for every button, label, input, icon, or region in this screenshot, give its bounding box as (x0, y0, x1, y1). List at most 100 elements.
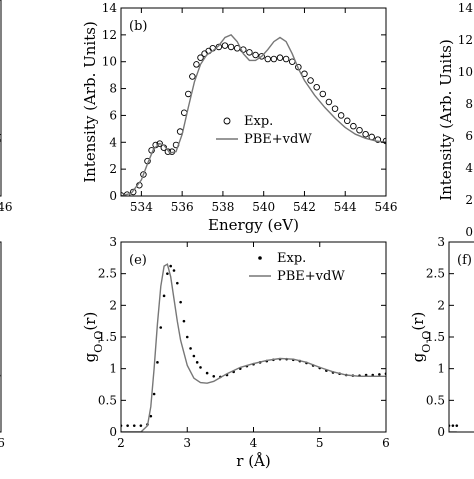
legend: Exp. PBE+vdW (216, 114, 312, 147)
panel-3: 53402468101214(c)Intensity (Arb. Units) (437, 1, 474, 239)
data-point (221, 42, 229, 49)
y-axis-label: gO-O(r) (81, 312, 105, 363)
data-point (270, 55, 278, 63)
series-line-2 (121, 34, 386, 196)
y-tick-label: 4 (109, 135, 117, 149)
data-point (215, 43, 223, 51)
data-point (356, 126, 363, 134)
y-axis-label: Intensity (Arb. Units) (437, 39, 455, 201)
data-point (156, 140, 163, 147)
data-point (166, 272, 169, 275)
data-point (185, 335, 189, 339)
data-point (132, 424, 136, 427)
y-tick-label: 6 (109, 108, 117, 122)
panel-6: 0 0.5 1 1.5 2 2.5 3 (f) gO-O(r) (409, 235, 474, 439)
x-axis-label: Energy (eV) (208, 216, 299, 234)
x-tick-label: 5 (316, 436, 324, 450)
legend-label: PBE+vdW (244, 132, 312, 147)
x-tick-label: 3 (183, 436, 191, 450)
panel-4: 6 (0, 241, 5, 450)
data-point (325, 98, 333, 106)
y-tick-label: 1.5 (426, 330, 445, 344)
data-point (282, 55, 290, 63)
y-tick-label: 10 (458, 65, 473, 79)
x-tick-label: 544 (334, 200, 357, 214)
x-tick-label: 6 (382, 436, 390, 450)
y-tick-label: 1 (109, 362, 117, 376)
data-point (149, 414, 153, 418)
legend: Exp. PBE+vdW (249, 251, 345, 284)
y-tick-label: 2 (109, 298, 117, 312)
data-point (362, 130, 369, 138)
panel-label: (f) (457, 253, 472, 268)
legend-label: Exp. (244, 114, 273, 129)
data-point (319, 90, 327, 98)
data-point (179, 300, 182, 304)
x-tick-label: 536 (171, 200, 194, 214)
data-point (139, 424, 143, 427)
y-tick-label: 10 (102, 55, 117, 69)
data-point (264, 55, 272, 63)
data-point (276, 54, 284, 61)
legend-label: Exp. (277, 251, 306, 266)
series-points-1 (121, 264, 386, 427)
y-tick-label: 0.5 (426, 393, 445, 407)
panel-5: 2 3 4 5 6 0 0.5 1 1.5 2 2.5 3 (e) r (Å) gO-O(r) Exp. PBE… (81, 235, 390, 470)
data-point (455, 424, 459, 427)
data-point (378, 373, 381, 376)
plot-frame (0, 0, 2, 197)
legend-marker (223, 117, 231, 125)
y-tick-label: 0 (437, 425, 445, 439)
x-tick-label: 546 (0, 200, 12, 214)
data-point (152, 392, 156, 396)
y-axis-label: Intensity (Arb. Units) (81, 21, 99, 183)
data-point (227, 43, 235, 51)
y-tick-label: 2.5 (426, 267, 445, 281)
data-point (129, 188, 137, 196)
data-point (258, 53, 265, 60)
data-point (126, 424, 129, 427)
data-point (246, 49, 253, 56)
data-point (344, 117, 351, 125)
y-tick-label: 14 (458, 1, 474, 15)
data-point (193, 61, 200, 68)
y-tick-label: 4 (465, 161, 473, 175)
x-tick-label: 540 (252, 200, 275, 214)
data-point (189, 347, 192, 350)
x-tick-label: 538 (211, 200, 234, 214)
data-point (374, 136, 382, 143)
plot-frame (120, 7, 387, 197)
data-point (156, 361, 159, 364)
y-tick-label: 6 (465, 129, 473, 143)
plot-frame (120, 241, 387, 433)
data-point (192, 354, 196, 358)
data-point (172, 269, 176, 272)
y-axis-label: gO-O(r) (409, 312, 433, 363)
y-tick-label: 0 (109, 425, 117, 439)
y-tick-label: 3 (437, 235, 445, 249)
data-point (337, 112, 345, 119)
data-point (451, 424, 455, 427)
data-point (164, 148, 172, 155)
x-tick-label: 2 (117, 436, 125, 450)
data-point (185, 90, 192, 98)
y-tick-label: 1 (437, 362, 445, 376)
plot-area (121, 263, 386, 432)
y-tick-label: 2.5 (98, 267, 117, 281)
x-tick-label: 542 (293, 200, 316, 214)
y-tick-label: 0.5 (98, 393, 117, 407)
x-tick-label: 534 (130, 200, 153, 214)
y-tick-label: 2 (437, 298, 445, 312)
x-tick-label: 546 (375, 200, 398, 214)
series-line-2 (121, 263, 386, 432)
data-point (199, 366, 202, 369)
data-point (182, 319, 186, 323)
y-tick-label: 14 (102, 1, 118, 15)
y-tick-label: 2 (465, 193, 473, 207)
x-tick-label: 6 (0, 436, 5, 450)
data-point (313, 83, 320, 91)
data-point (350, 122, 357, 130)
